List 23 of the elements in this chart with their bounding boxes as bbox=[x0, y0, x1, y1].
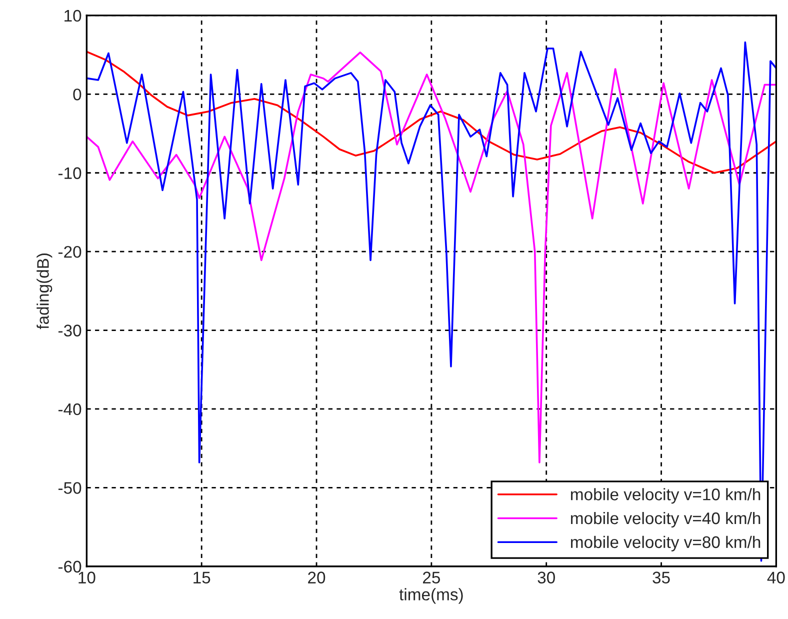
x-tick-label: 35 bbox=[652, 572, 670, 584]
x-tick-label: 10 bbox=[78, 572, 96, 584]
y-axis-title: fading(dB) bbox=[36, 254, 52, 330]
x-tick-label: 40 bbox=[767, 572, 785, 584]
legend-label: mobile velocity v=40 km/h bbox=[571, 512, 760, 528]
y-tick-label: -10 bbox=[58, 167, 82, 180]
line-series bbox=[86, 41, 776, 562]
y-tick-label: -20 bbox=[58, 246, 82, 258]
y-tick-label: -40 bbox=[58, 403, 82, 416]
x-tick-label: 30 bbox=[538, 572, 555, 584]
legend-label: mobile velocity v=80 km/h bbox=[571, 536, 760, 552]
x-tick-label: 25 bbox=[423, 572, 440, 584]
y-tick-label: 10 bbox=[64, 10, 82, 22]
y-tick-label: -30 bbox=[58, 324, 82, 336]
y-tick-label: -50 bbox=[58, 482, 82, 494]
x-tick-label: 20 bbox=[308, 572, 326, 584]
x-tick-label: 15 bbox=[194, 572, 210, 584]
y-tick-label: 0 bbox=[73, 88, 82, 100]
y-tick-label: -60 bbox=[58, 560, 82, 573]
line-series bbox=[86, 52, 776, 464]
x-axis-title: time(ms) bbox=[399, 588, 463, 604]
line-series bbox=[86, 50, 776, 174]
legend-label: mobile velocity v=10 km/h bbox=[571, 488, 760, 504]
